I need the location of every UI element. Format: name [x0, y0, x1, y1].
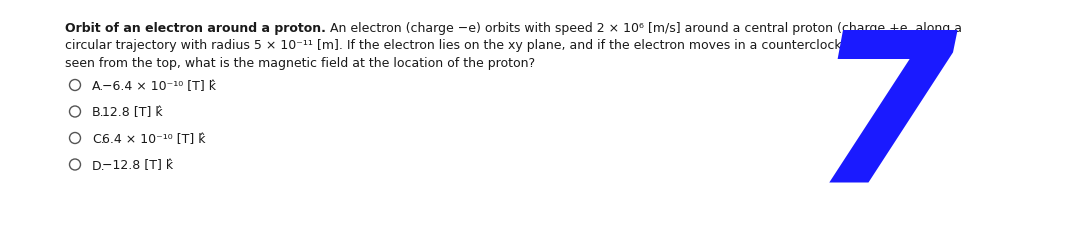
Text: −6.4 × 10⁻¹⁰ [T] k̂: −6.4 × 10⁻¹⁰ [T] k̂	[102, 80, 216, 93]
Text: 7: 7	[812, 22, 958, 224]
Text: 12.8 [T] k̂: 12.8 [T] k̂	[102, 107, 163, 120]
Text: Orbit of an electron around a proton.: Orbit of an electron around a proton.	[65, 22, 326, 35]
Text: 6.4 × 10⁻¹⁰ [T] k̂: 6.4 × 10⁻¹⁰ [T] k̂	[102, 133, 206, 146]
Text: C.: C.	[92, 133, 105, 146]
Text: −12.8 [T] k̂: −12.8 [T] k̂	[102, 159, 173, 172]
Text: B.: B.	[92, 107, 105, 120]
Text: An electron (charge −e) orbits with speed 2 × 10⁶ [m/s] around a central proton : An electron (charge −e) orbits with spee…	[326, 22, 961, 35]
Text: A.: A.	[92, 80, 104, 93]
Text: circular trajectory with radius 5 × 10⁻¹¹ [m]. If the electron lies on the xy pl: circular trajectory with radius 5 × 10⁻¹…	[65, 40, 938, 52]
Text: D.: D.	[92, 159, 105, 172]
Text: seen from the top, what is the magnetic field at the location of the proton?: seen from the top, what is the magnetic …	[65, 57, 535, 70]
